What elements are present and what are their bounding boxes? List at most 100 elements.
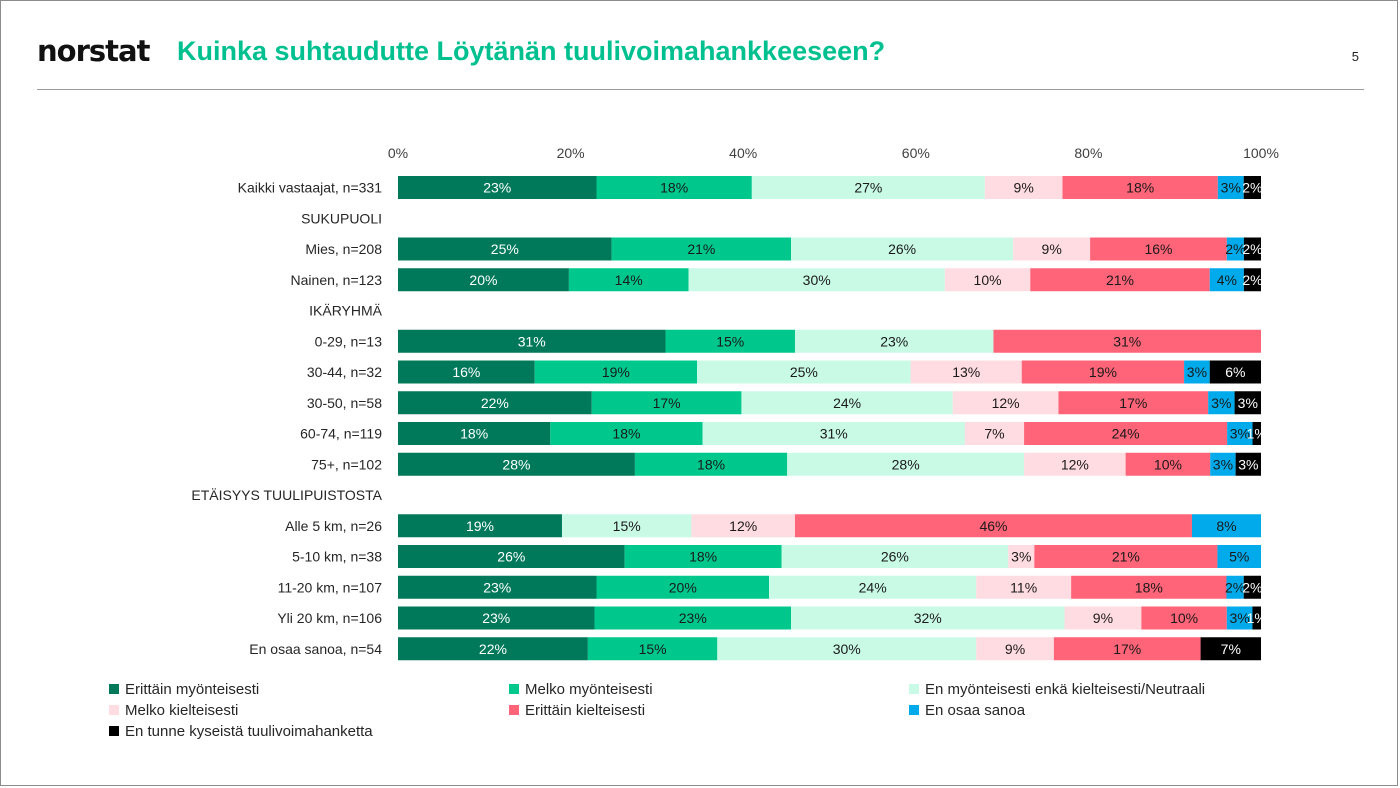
legend-label: En tunne kyseistä tuulivoimahanketta [125, 722, 373, 740]
bar-segment [624, 545, 782, 568]
category-label: Mies, n=208 [305, 241, 382, 257]
data-label: 10% [974, 272, 1002, 288]
data-label: 3% [1230, 426, 1250, 442]
legend-item: En tunne kyseistä tuulivoimahanketta [109, 721, 509, 741]
category-label: 30-50, n=58 [307, 395, 382, 411]
data-label: 10% [1170, 610, 1198, 626]
bar-segment [702, 422, 965, 445]
chart-legend: Erittäin myönteisesti Melko myönteisesti E… [109, 679, 1359, 741]
bar-segment [1209, 268, 1244, 292]
bar-segment [1184, 360, 1210, 384]
bar-segment [1030, 268, 1210, 292]
legend-item: Melko kielteisesti [109, 700, 509, 720]
category-label: Nainen, n=123 [291, 272, 383, 288]
data-label: 11% [1010, 579, 1037, 595]
bar-segment [751, 176, 985, 199]
data-label: 17% [1119, 395, 1147, 411]
bar-segment [1058, 391, 1209, 415]
data-label: 2% [1242, 272, 1262, 288]
bar-segment [398, 452, 635, 476]
data-label: 30% [803, 272, 831, 288]
bar-segment [1226, 575, 1244, 599]
category-label: Alle 5 km, n=26 [285, 518, 382, 534]
data-label: 2% [1242, 180, 1262, 196]
bar-segment [717, 637, 977, 661]
data-label: 6% [1225, 364, 1245, 380]
data-label: 26% [888, 241, 916, 257]
bar-segment [665, 329, 795, 353]
bar-segment [1071, 575, 1227, 599]
bar-segment [697, 360, 911, 384]
bar-segment [1013, 237, 1091, 261]
bar-segment [781, 545, 1009, 568]
category-label: 75+, n=102 [311, 456, 382, 472]
data-label: 9% [1042, 241, 1062, 257]
bar-segment [691, 514, 795, 538]
bar-segment [596, 575, 770, 599]
data-label: 25% [491, 241, 519, 257]
header-divider [37, 89, 1364, 90]
data-label: 13% [952, 364, 980, 380]
data-label: 18% [689, 549, 717, 565]
bar-segment [791, 606, 1065, 630]
bar-segment [1234, 391, 1261, 415]
bar-segment [1217, 176, 1244, 199]
data-label: 1% [1247, 610, 1267, 626]
legend-swatch [509, 705, 519, 715]
data-label: 23% [880, 333, 908, 349]
legend-label: Melko myönteisesti [525, 680, 653, 698]
data-label: 3% [1011, 549, 1031, 565]
bar-segment [1090, 237, 1227, 261]
legend-swatch [109, 726, 119, 736]
data-label: 27% [854, 180, 882, 196]
bar-segment [1226, 237, 1244, 261]
bar-segment [398, 575, 597, 599]
data-label: 2% [1242, 579, 1262, 595]
category-label: Yli 20 km, n=106 [277, 610, 382, 626]
legend-swatch [109, 705, 119, 715]
legend-item: Erittäin myönteisesti [109, 679, 509, 699]
legend-swatch [109, 684, 119, 694]
data-label: 23% [482, 610, 510, 626]
bar-segment [1191, 514, 1261, 538]
bar-segment [1208, 391, 1235, 415]
bar-segment [398, 391, 592, 415]
data-label: 18% [660, 180, 688, 196]
bar-segment [964, 422, 1025, 445]
bar-segment [1062, 176, 1218, 199]
bar-segment [1125, 452, 1211, 476]
x-tick-label: 100% [1243, 145, 1279, 161]
data-label: 18% [1126, 180, 1154, 196]
bar-segment [398, 545, 625, 568]
category-label: 5-10 km, n=38 [292, 549, 382, 565]
data-label: 22% [479, 641, 507, 657]
bar-segment [1226, 606, 1253, 630]
bar-segment [1024, 452, 1126, 476]
data-label: 24% [833, 395, 861, 411]
data-label: 4% [1217, 272, 1237, 288]
bar-segment [1053, 637, 1201, 661]
data-label: 20% [669, 579, 697, 595]
bar-segment [993, 329, 1261, 353]
data-label: 12% [729, 518, 757, 534]
data-label: 18% [612, 426, 640, 442]
category-label: 11-20 km, n=107 [278, 579, 383, 595]
x-tick-label: 0% [388, 145, 408, 161]
data-label: 18% [697, 456, 725, 472]
x-tick-label: 80% [1074, 145, 1102, 161]
data-label: 14% [615, 272, 643, 288]
bar-segment [1243, 237, 1261, 261]
data-label: 10% [1154, 456, 1182, 472]
bar-segment [1252, 422, 1261, 445]
data-label: 31% [518, 333, 546, 349]
bar-segment [769, 575, 977, 599]
data-label: 24% [859, 579, 887, 595]
data-label: 28% [892, 456, 920, 472]
page-title: Kuinka suhtaudutte Löytänän tuulivoimaha… [177, 36, 886, 66]
bar-segment [1243, 268, 1261, 292]
bar-segment [1200, 637, 1261, 661]
bar-segment [794, 329, 994, 353]
bar-segment [787, 452, 1025, 476]
data-label: 2% [1225, 579, 1245, 595]
